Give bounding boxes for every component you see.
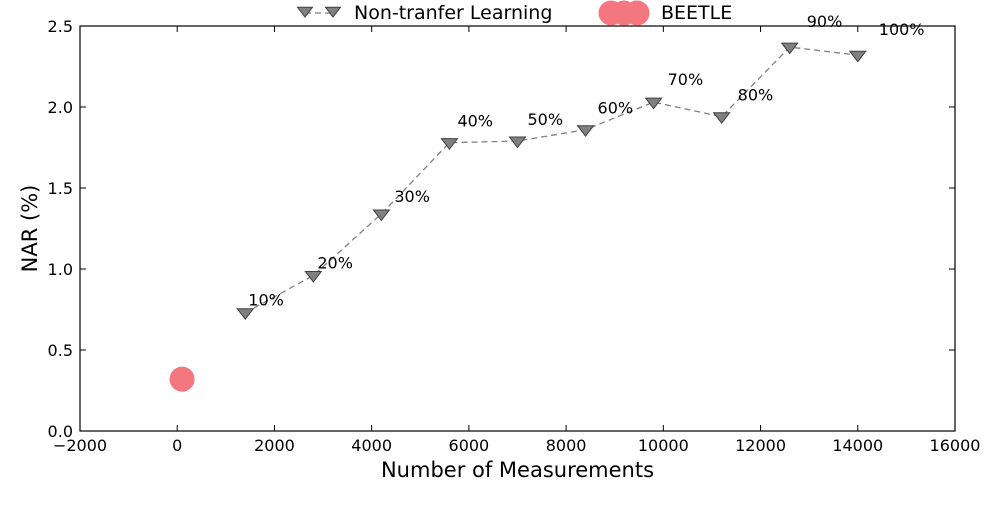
legend: Non-tranfer Learning BEETLE — [296, 0, 732, 26]
data-label: 10% — [248, 291, 284, 310]
data-label: 60% — [598, 99, 634, 118]
x-tick-label: 12000 — [735, 436, 786, 455]
y-axis-title: NAR (%) — [18, 185, 42, 273]
legend-label: Non-tranfer Learning — [354, 2, 552, 24]
x-tick-label: 16000 — [930, 436, 981, 455]
data-point-triangle — [304, 271, 323, 283]
data-point-circle — [169, 366, 195, 392]
x-tick-label: 6000 — [449, 436, 490, 455]
y-tick-label: 0.0 — [48, 422, 73, 441]
x-tick-label: 14000 — [832, 436, 883, 455]
series-line-0 — [244, 46, 858, 314]
series-layer — [169, 42, 867, 392]
x-tick-label: 0 — [172, 436, 182, 455]
data-label: 30% — [394, 187, 430, 206]
legend-marker-circle — [624, 0, 650, 26]
x-tick-label: 10000 — [638, 436, 689, 455]
y-tick-label: 1.0 — [48, 260, 73, 279]
data-label: 100% — [879, 20, 925, 39]
x-tick-label: −2000 — [53, 436, 107, 455]
data-label: 90% — [807, 12, 843, 31]
legend-marker-triangle — [296, 6, 314, 18]
data-point-triangle — [372, 209, 391, 222]
data-point-triangle — [644, 97, 663, 110]
data-point-triangle — [780, 42, 799, 55]
y-tick-label: 1.5 — [48, 179, 73, 198]
data-point-triangle — [236, 308, 255, 321]
y-tick-label: 2.0 — [48, 98, 73, 117]
data-point-triangle — [440, 138, 459, 150]
x-tick-label: 2000 — [254, 436, 295, 455]
data-point-triangle — [848, 50, 867, 63]
legend-label: BEETLE — [661, 2, 732, 24]
plot-frame — [79, 25, 956, 432]
x-axis-title: Number of Measurements — [381, 458, 654, 482]
x-tick-label: 8000 — [546, 436, 587, 455]
legend-marker-triangle — [324, 6, 342, 18]
data-label: 40% — [457, 112, 493, 131]
y-tick-label: 0.5 — [48, 341, 73, 360]
data-point-triangle — [712, 112, 731, 125]
axes: −2000 0 2000 4000 6000 8000 10000 12000 14000 160… — [48, 17, 981, 455]
x-tick-label: 4000 — [351, 436, 392, 455]
data-label: 50% — [528, 110, 564, 129]
data-label: 80% — [738, 86, 774, 105]
y-tick-label: 2.5 — [48, 17, 73, 36]
data-point-triangle — [508, 136, 527, 149]
data-label: 70% — [668, 70, 704, 89]
data-point-triangle — [576, 125, 595, 137]
data-label: 20% — [317, 253, 353, 272]
point-labels: 10% 20% 30% 40% 50% 60% 70% 80% 90% 100% — [248, 12, 924, 310]
